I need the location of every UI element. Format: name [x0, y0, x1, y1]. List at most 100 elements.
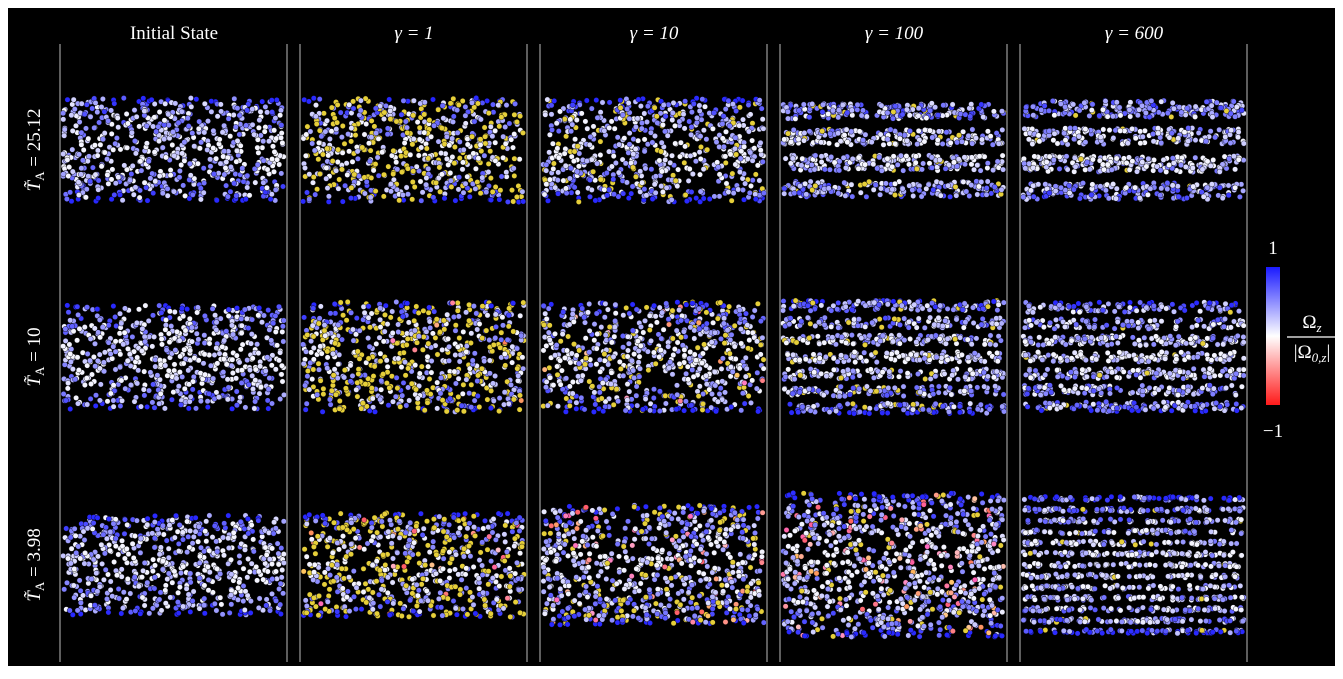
particle	[589, 187, 594, 192]
particle	[478, 142, 483, 147]
particle	[333, 341, 338, 346]
particle	[863, 132, 868, 137]
particle	[1151, 168, 1156, 173]
particle	[128, 178, 133, 183]
particle	[75, 355, 80, 360]
particle	[698, 156, 703, 161]
particle	[500, 315, 505, 320]
particle	[1043, 182, 1048, 187]
particle	[362, 132, 367, 137]
particle	[234, 389, 239, 394]
particle	[1151, 139, 1156, 144]
particle	[165, 193, 170, 198]
particle	[373, 106, 378, 111]
particle	[89, 372, 94, 377]
particle	[584, 158, 589, 163]
particle	[645, 104, 650, 109]
particle	[141, 96, 146, 101]
particle	[134, 320, 139, 325]
particle	[75, 304, 80, 309]
particle	[196, 358, 201, 363]
particle	[253, 367, 258, 372]
particle	[1114, 100, 1119, 105]
particle	[720, 136, 725, 141]
particle	[1052, 131, 1057, 136]
particle	[683, 192, 688, 197]
particle	[1058, 101, 1063, 106]
particle	[730, 171, 735, 176]
particle	[182, 193, 187, 198]
particle	[187, 161, 192, 166]
particle	[240, 166, 245, 171]
particle	[978, 168, 983, 173]
particle	[357, 356, 362, 361]
particle	[587, 194, 592, 199]
particle	[1232, 185, 1237, 190]
particle	[941, 103, 946, 108]
particle	[245, 173, 250, 178]
particle	[150, 400, 155, 405]
particle	[483, 141, 488, 146]
particle	[163, 317, 168, 322]
particle	[427, 319, 432, 324]
particle	[807, 115, 812, 120]
particle	[261, 158, 266, 163]
particle	[576, 199, 581, 204]
particle	[1128, 100, 1133, 105]
particle	[165, 186, 170, 191]
particle	[327, 397, 332, 402]
particle	[166, 368, 171, 373]
particle	[913, 154, 918, 159]
particle	[111, 147, 116, 152]
particle	[760, 117, 765, 122]
particle	[659, 169, 664, 174]
particle	[542, 192, 547, 197]
particle	[1165, 186, 1170, 191]
particle	[342, 367, 347, 372]
particle	[544, 182, 549, 187]
particle	[446, 344, 451, 349]
particle	[723, 129, 728, 134]
particle	[748, 150, 753, 155]
particle	[178, 402, 183, 407]
particle	[404, 125, 409, 130]
particle	[670, 117, 675, 122]
particle	[189, 325, 194, 330]
particle	[639, 126, 644, 131]
particle	[698, 134, 703, 139]
particle	[216, 171, 221, 176]
particle	[447, 143, 452, 148]
particle	[368, 195, 373, 200]
particle	[1073, 164, 1078, 169]
particle	[305, 332, 310, 337]
particle	[444, 156, 449, 161]
particle	[693, 159, 698, 164]
particle	[169, 397, 174, 402]
particle	[400, 314, 405, 319]
particle	[740, 98, 745, 103]
particle	[891, 109, 896, 114]
particle	[1208, 129, 1213, 134]
particle	[68, 351, 73, 356]
particle	[343, 386, 348, 391]
particle	[377, 397, 382, 402]
particle	[467, 194, 472, 199]
particle	[61, 133, 66, 138]
particle	[277, 162, 282, 167]
particle	[337, 177, 342, 182]
particle	[113, 367, 118, 372]
particle	[211, 376, 216, 381]
particle	[969, 182, 974, 187]
particle	[639, 180, 644, 185]
particle	[238, 143, 243, 148]
particle	[401, 380, 406, 385]
particle	[412, 347, 417, 352]
particle	[138, 404, 143, 409]
particle	[133, 151, 138, 156]
particle	[503, 141, 508, 146]
particle	[102, 109, 107, 114]
particle	[502, 351, 507, 356]
particle	[704, 137, 709, 142]
particle	[1053, 188, 1058, 193]
particle	[1236, 129, 1241, 134]
